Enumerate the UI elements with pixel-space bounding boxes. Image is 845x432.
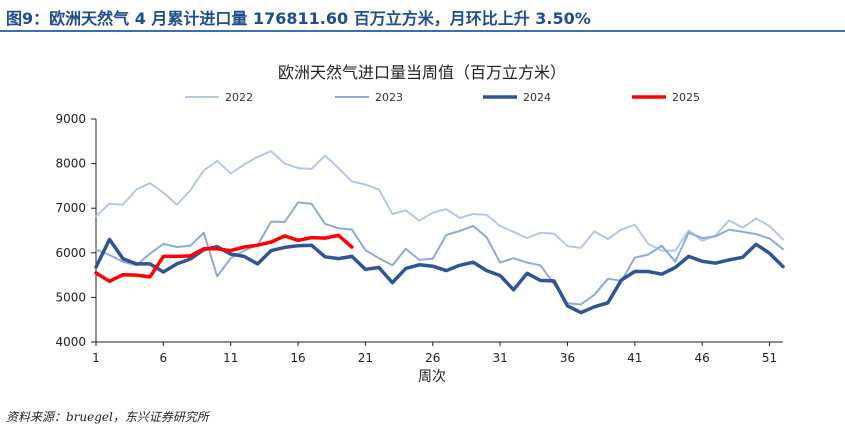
x-tick-label: 41: [627, 351, 642, 365]
y-tick-label: 9000: [55, 112, 86, 126]
legend-label-2023: 2023: [375, 91, 403, 104]
legend-label-2022: 2022: [225, 91, 253, 104]
x-tick-label: 1: [92, 351, 100, 365]
y-tick-label: 4000: [55, 335, 86, 349]
chart-title: 欧洲天然气进口量当周值（百万立方米）: [278, 63, 566, 82]
figure-title: 图9：欧洲天然气 4 月累计进口量 176811.60 百万立方米，月环比上升 …: [6, 9, 591, 28]
y-tick-label: 5000: [55, 290, 86, 304]
x-tick-label: 26: [425, 351, 440, 365]
y-tick-label: 7000: [55, 201, 86, 215]
x-tick-label: 51: [762, 351, 777, 365]
x-tick-label: 16: [290, 351, 305, 365]
y-tick-label: 6000: [55, 246, 86, 260]
title-divider: [0, 30, 845, 32]
x-tick-label: 36: [560, 351, 575, 365]
x-tick-label: 21: [358, 351, 373, 365]
line-chart: 欧洲天然气进口量当周值（百万立方米） 2022 2023 2024 2025 4000…: [55, 63, 785, 385]
x-tick-label: 6: [160, 351, 168, 365]
chart-legend: 2022 2023 2024 2025: [185, 91, 700, 104]
chart-container: 欧洲天然气进口量当周值（百万立方米） 2022 2023 2024 2025 4000…: [0, 36, 845, 400]
x-axis-label: 周次: [418, 369, 446, 385]
series-line-2023: [95, 201, 784, 306]
x-tick-label: 11: [223, 351, 238, 365]
series-line-2025: [94, 233, 354, 284]
series-line-2022: [95, 150, 784, 252]
chart-series: [94, 150, 785, 315]
y-tick-label: 8000: [55, 157, 86, 171]
legend-label-2024: 2024: [523, 91, 551, 104]
source-note: 资料来源：bruegel，东兴证券研究所: [6, 410, 209, 424]
x-tick-label: 46: [695, 351, 710, 365]
legend-label-2025: 2025: [672, 91, 700, 104]
x-tick-label: 31: [492, 351, 507, 365]
